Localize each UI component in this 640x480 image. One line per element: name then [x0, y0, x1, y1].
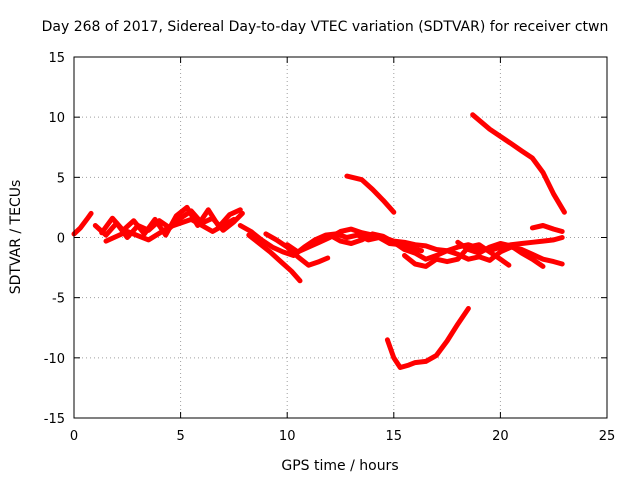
x-tick-label: 15	[386, 429, 403, 444]
y-tick-label: -10	[44, 352, 65, 367]
series-line-12	[529, 223, 565, 234]
series-line-10	[402, 242, 512, 269]
series-line-9	[327, 231, 565, 267]
series-line-4	[103, 216, 237, 244]
y-axis-label: SDTVAR / TECUs	[8, 180, 24, 295]
x-tick-label: 0	[70, 429, 78, 444]
series-group	[71, 112, 567, 370]
series-line-15	[470, 112, 567, 215]
x-tick-label: 10	[279, 429, 296, 444]
x-tick-label: 20	[492, 429, 509, 444]
x-tick-label: 25	[599, 429, 616, 444]
grid	[74, 57, 607, 418]
series-line-13	[344, 173, 397, 215]
series-line-7	[263, 231, 331, 268]
y-tick-label: -5	[52, 292, 65, 307]
chart-title: Day 268 of 2017, Sidereal Day-to-day VTE…	[42, 19, 609, 35]
ticks: 0 5 10 15 20 25 -15 -10 -5 0 5 10 15	[44, 51, 616, 444]
series-line-14	[384, 306, 471, 370]
series-line-1	[71, 210, 94, 237]
y-tick-label: -15	[44, 412, 65, 427]
y-tick-label: 5	[57, 171, 65, 186]
y-tick-label: 0	[57, 232, 65, 247]
y-tick-label: 10	[48, 111, 65, 126]
x-tick-label: 5	[176, 429, 184, 444]
series-line-11	[455, 239, 546, 269]
y-tick-label: 15	[48, 51, 65, 66]
series-line-6	[246, 232, 303, 284]
x-axis-label: GPS time / hours	[281, 458, 398, 474]
